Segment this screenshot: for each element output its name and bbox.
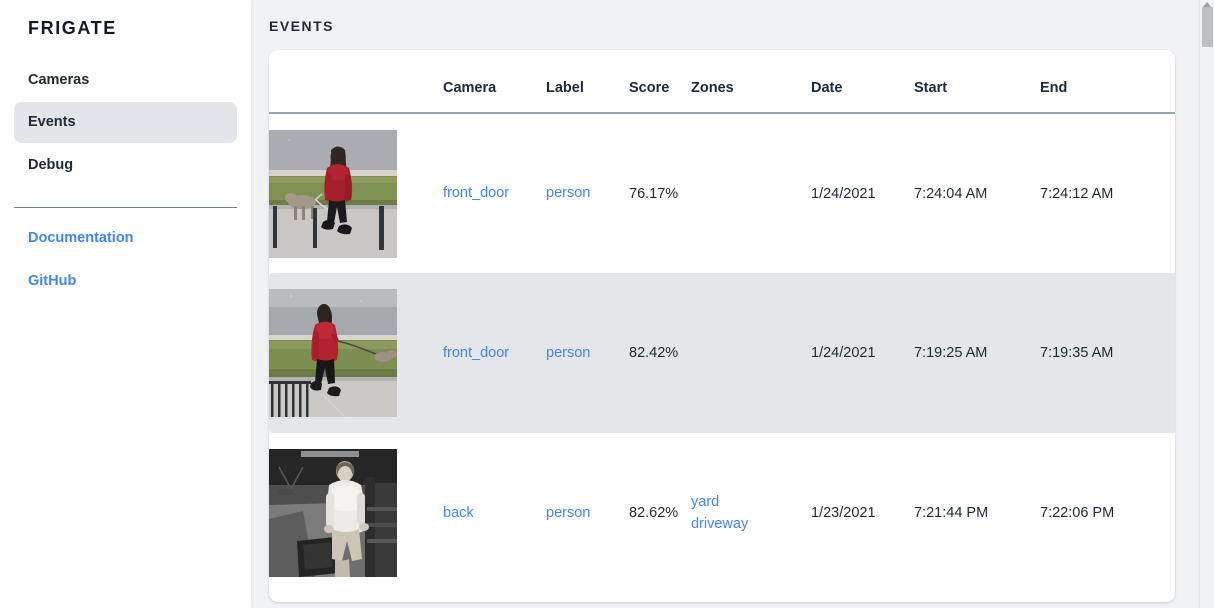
event-date-cell: 1/23/2021 — [811, 505, 876, 521]
event-thumbnail-cell — [269, 113, 443, 273]
event-end-cell: 7:24:12 AM — [1040, 185, 1114, 202]
events-table: Camera Label Score Zones Date Start End — [269, 50, 1175, 593]
column-header-start[interactable]: Start — [914, 50, 1040, 114]
event-label-cell: person — [546, 113, 629, 273]
events-table-body: front_door person 76.17% 1/24/2021 7:24:… — [269, 113, 1175, 593]
event-camera-cell: back — [443, 433, 546, 593]
event-zones-cell — [691, 113, 811, 273]
event-label-link[interactable]: person — [546, 185, 591, 202]
table-row[interactable]: front_door person 82.42% 1/24/2021 7:19:… — [269, 273, 1175, 433]
column-header-end[interactable]: End — [1040, 50, 1175, 114]
event-start-cell: 7:21:44 PM — [914, 505, 989, 521]
event-camera-link[interactable]: front_door — [443, 344, 510, 361]
table-row[interactable]: back person 82.62% yard driveway 1/23/20… — [269, 433, 1175, 593]
column-header-thumbnail — [269, 50, 443, 114]
sidebar-nav: Cameras Events Debug Documentation GitHu… — [14, 60, 237, 302]
event-label-link[interactable]: person — [546, 504, 591, 521]
table-header-row: Camera Label Score Zones Date Start End — [269, 50, 1175, 114]
scroll-thumb[interactable] — [1202, 7, 1213, 47]
event-end-cell: 7:19:35 AM — [1040, 273, 1175, 433]
column-header-label[interactable]: Label — [546, 50, 629, 114]
sidebar-item-events[interactable]: Events — [14, 102, 237, 144]
column-header-date[interactable]: Date — [811, 50, 914, 114]
event-date-cell: 1/24/2021 — [811, 185, 876, 202]
column-header-score[interactable]: Score — [629, 50, 691, 114]
events-card: Camera Label Score Zones Date Start End — [269, 50, 1175, 602]
event-camera-link[interactable]: back — [443, 504, 474, 521]
event-thumbnail-image-daytime-2[interactable] — [269, 289, 397, 417]
scroll-up-arrow-icon[interactable] — [1203, 2, 1211, 7]
event-score-cell: 82.62% — [629, 505, 679, 521]
event-label-cell: person — [546, 433, 629, 593]
event-thumbnail-cell — [269, 273, 443, 433]
event-thumbnail-cell — [269, 433, 443, 593]
page-title: EVENTS — [269, 18, 335, 34]
event-zones-cell: yard driveway — [691, 433, 811, 593]
event-label-link[interactable]: person — [546, 344, 591, 361]
event-score-cell: 82.42% — [629, 273, 691, 433]
event-camera-cell: front_door — [443, 273, 546, 433]
event-start-cell: 7:24:04 AM — [914, 185, 988, 202]
sidebar-item-debug[interactable]: Debug — [28, 157, 74, 174]
event-camera-link[interactable]: front_door — [443, 185, 510, 202]
table-row[interactable]: front_door person 76.17% 1/24/2021 7:24:… — [269, 113, 1175, 273]
sidebar: FRIGATE Cameras Events Debug Documentati… — [0, 0, 251, 608]
event-camera-cell: front_door — [443, 113, 546, 273]
event-zone-link-driveway[interactable]: driveway — [691, 516, 749, 532]
page-scrollbar[interactable] — [1199, 0, 1214, 608]
main-content: EVENTS Camera Label Score Zones Date Sta… — [251, 0, 1214, 608]
event-label-cell: person — [546, 273, 629, 433]
sidebar-link-github[interactable]: GitHub — [28, 272, 77, 289]
event-start-cell: 7:19:25 AM — [914, 273, 1040, 433]
sidebar-link-documentation[interactable]: Documentation — [28, 230, 134, 247]
column-header-zones[interactable]: Zones — [691, 50, 811, 114]
event-zone-link-yard[interactable]: yard — [691, 493, 720, 510]
event-thumbnail-image-daytime-1[interactable] — [269, 129, 397, 258]
app-brand-title: FRIGATE — [28, 18, 117, 38]
event-date-cell: 1/24/2021 — [811, 273, 914, 433]
events-table-head: Camera Label Score Zones Date Start End — [269, 50, 1175, 114]
event-score-cell: 76.17% — [629, 185, 679, 202]
sidebar-item-cameras[interactable]: Cameras — [28, 71, 90, 88]
event-end-cell: 7:22:06 PM — [1040, 505, 1115, 521]
event-zones-cell — [691, 273, 811, 433]
sidebar-divider — [14, 207, 237, 209]
event-thumbnail-image-night-infrared[interactable] — [269, 449, 397, 577]
column-header-camera[interactable]: Camera — [443, 50, 546, 114]
